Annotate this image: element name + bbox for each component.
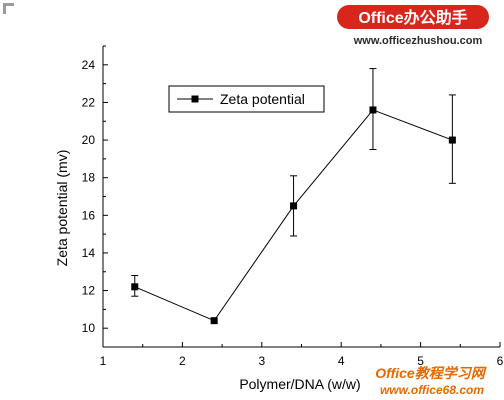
y-tick-label: 12 — [82, 284, 96, 298]
legend-marker — [191, 95, 199, 103]
x-tick-label: 3 — [258, 354, 265, 368]
x-tick-label: 4 — [338, 354, 345, 368]
y-tick-label: 24 — [82, 58, 96, 72]
watermark-top-url: www.officezhushou.com — [353, 35, 483, 47]
y-tick-label: 14 — [82, 246, 96, 260]
legend-label: Zeta potential — [220, 91, 305, 107]
data-point — [448, 136, 456, 144]
data-point — [131, 283, 139, 291]
watermark-bottom: Office教程学习网 www.office68.com — [375, 365, 486, 397]
y-tick-label: 20 — [82, 133, 96, 147]
data-point — [369, 106, 377, 114]
data-point — [210, 317, 218, 325]
watermark-bottom-url: www.office68.com — [380, 383, 484, 397]
x-axis-title: Polymer/DNA (w/w) — [239, 376, 360, 392]
data-point — [290, 202, 298, 210]
y-tick-label: 16 — [82, 208, 96, 222]
watermark-top: Office办公助手 www.officezhushou.com — [337, 5, 489, 47]
watermark-bottom-brand: Office教程学习网 — [375, 365, 486, 381]
watermark-top-badge — [337, 5, 489, 29]
legend: Zeta potential — [168, 85, 325, 113]
series-layer — [131, 68, 456, 325]
x-tick-label: 6 — [497, 354, 504, 368]
x-tick-label: 2 — [179, 354, 186, 368]
y-axis-title: Zeta potential (mv) — [54, 150, 70, 267]
watermark-top-brand: Office办公助手 — [358, 8, 467, 27]
corner-mark-icon — [3, 3, 14, 14]
y-axis-ticks: 10 12 14 16 18 20 22 24 — [82, 45, 108, 348]
y-tick-label: 18 — [82, 171, 96, 185]
y-tick-label: 22 — [82, 95, 96, 109]
x-tick-label: 1 — [100, 354, 107, 368]
x-axis-ticks: 1 2 3 4 5 6 — [100, 342, 504, 368]
y-tick-label: 10 — [82, 321, 96, 335]
x-tick-label: 5 — [417, 354, 424, 368]
